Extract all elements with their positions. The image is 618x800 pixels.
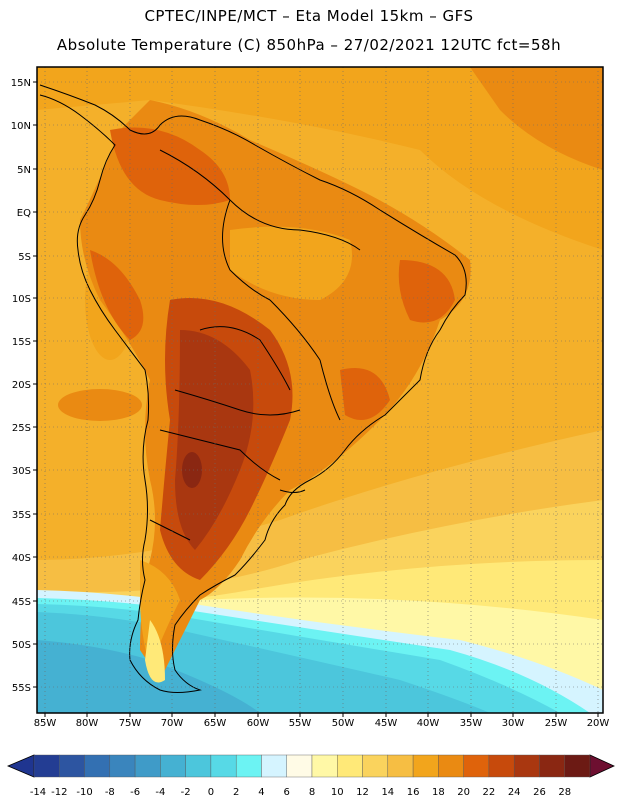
colorbar-swatch <box>134 754 161 778</box>
colorbar-label: -10 <box>76 787 92 798</box>
colorbar-under-arrow <box>6 754 35 778</box>
colorbar-swatch <box>160 754 186 778</box>
coastlines <box>39 84 467 693</box>
colorbar-swatch <box>362 754 389 778</box>
lat-label: 25S <box>12 423 31 434</box>
lat-label: 45S <box>12 597 31 608</box>
colorbar: -14 -12 -10 -8 -6 -4 -2 0 2 4 6 8 10 12 14 16 18 20 22 24 26… <box>6 754 615 798</box>
lat-label: EQ <box>17 208 31 219</box>
lat-label: 5N <box>17 165 31 176</box>
lon-label: 65W <box>204 718 227 729</box>
colorbar-swatch <box>185 754 212 778</box>
map-title-line-1: CPTEC/INPE/MCT – Eta Model 15km – GFS <box>144 7 474 25</box>
latitude-labels: 15N 10N 5N EQ 5S 10S 15S 20S 25S 30S 35S 40S 45S 50S 5… <box>11 78 37 694</box>
lat-label: 55S <box>12 683 31 694</box>
colorbar-label: -2 <box>181 787 191 798</box>
lon-label: 70W <box>161 718 184 729</box>
colorbar-swatch <box>235 754 262 778</box>
lon-label: 35W <box>460 718 483 729</box>
colorbar-swatch <box>564 754 591 778</box>
colorbar-swatch <box>387 754 414 778</box>
colorbar-label: 4 <box>258 787 264 798</box>
colorbar-label: 10 <box>331 787 344 798</box>
lon-label: 50W <box>332 718 355 729</box>
longitude-labels: 85W 80W 75W 70W 65W 60W 55W 50W 45W 40W 35W 30W 25W 2… <box>34 713 610 729</box>
colorbar-label: -4 <box>155 787 165 798</box>
colorbar-swatch <box>412 754 439 778</box>
colorbar-label: -8 <box>105 787 115 798</box>
map-title-line-2: Absolute Temperature (C) 850hPa – 27/02/… <box>56 36 562 54</box>
colorbar-label: 8 <box>309 787 315 798</box>
lat-label: 10S <box>12 294 31 305</box>
colorbar-swatch <box>33 754 60 778</box>
colorbar-label: 16 <box>407 787 420 798</box>
lat-label: 5S <box>18 252 31 263</box>
lon-label: 25W <box>545 718 568 729</box>
colorbar-swatch <box>513 754 540 778</box>
colorbar-swatch <box>109 754 136 778</box>
lon-label: 75W <box>119 718 142 729</box>
lat-label: 20S <box>12 380 31 391</box>
colorbar-label: -6 <box>130 787 140 798</box>
map-frame <box>36 66 604 714</box>
lon-label: 60W <box>247 718 270 729</box>
colorbar-label: 22 <box>483 787 496 798</box>
lon-label: 20W <box>587 718 610 729</box>
colorbar-swatch <box>337 754 363 778</box>
colorbar-swatch <box>59 754 85 778</box>
colorbar-label: 6 <box>284 787 290 798</box>
colorbar-label: -14 <box>30 787 46 798</box>
colorbar-swatch <box>84 754 111 778</box>
lon-label: 30W <box>502 718 525 729</box>
lat-label: 15S <box>12 337 31 348</box>
lon-label: 40W <box>417 718 440 729</box>
lat-label: 30S <box>12 466 31 477</box>
lat-label: 40S <box>12 553 31 564</box>
colorbar-label: 14 <box>381 787 394 798</box>
colorbar-label: 20 <box>457 787 470 798</box>
colorbar-swatch <box>438 754 464 778</box>
temperature-field <box>37 67 603 713</box>
colorbar-swatch <box>286 754 313 778</box>
colorbar-label: 18 <box>432 787 445 798</box>
colorbar-swatch <box>311 754 338 778</box>
colorbar-swatch <box>488 754 515 778</box>
lon-label: 45W <box>375 718 398 729</box>
colorbar-swatch <box>463 754 490 778</box>
lon-label: 80W <box>76 718 99 729</box>
colorbar-label: 28 <box>558 787 571 798</box>
lon-label: 85W <box>34 718 57 729</box>
colorbar-label: 2 <box>233 787 239 798</box>
lat-label: 10N <box>11 121 31 132</box>
lon-label: 55W <box>289 718 312 729</box>
colorbar-label: 24 <box>508 787 521 798</box>
colorbar-label: -12 <box>51 787 67 798</box>
colorbar-swatch <box>261 754 287 778</box>
lat-label: 15N <box>11 78 31 89</box>
lat-label: 50S <box>12 640 31 651</box>
colorbar-label: 0 <box>208 787 214 798</box>
colorbar-swatch <box>210 754 237 778</box>
colorbar-label: 12 <box>356 787 369 798</box>
colorbar-swatch <box>539 754 565 778</box>
lat-label: 35S <box>12 510 31 521</box>
colorbar-label: 26 <box>533 787 546 798</box>
colorbar-over-arrow <box>589 754 615 778</box>
